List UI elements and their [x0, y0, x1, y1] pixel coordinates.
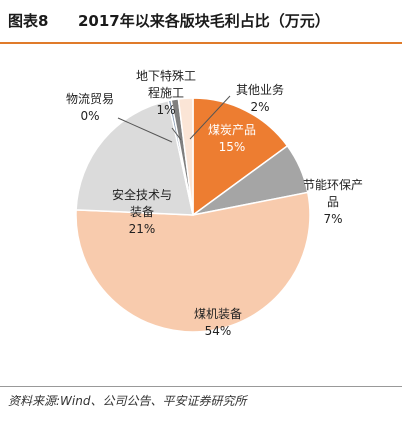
data-label-line: 煤炭产品	[208, 123, 256, 137]
data-label-line: 7%	[323, 212, 342, 226]
figure-label: 图表8	[8, 12, 49, 30]
data-label-line: 54%	[205, 324, 232, 338]
data-label-underground-construction: 地下特殊工程施工 1%	[136, 68, 196, 117]
data-label-coal-products: 煤炭产品 15%	[208, 123, 256, 154]
footer-divider	[0, 386, 402, 387]
pie-slice-other-business	[177, 97, 194, 216]
figure-header: 图表8 2017年以来各版块毛利占比（万元）	[0, 0, 402, 44]
data-label-line: 物流贸易	[66, 92, 114, 106]
pie-slice-coal-products	[192, 97, 289, 217]
pie-slice-safety-tech	[75, 99, 194, 216]
data-label-line: 品	[327, 195, 339, 209]
data-label-line: 装备	[130, 205, 154, 219]
data-label-logistics: 物流贸易 0%	[66, 92, 114, 123]
data-label-line: 安全技术与	[112, 187, 172, 202]
pie-chart: 煤炭产品 15% 节能环保产品 7% 煤机装备 54% 安全技术与装备 21% 物流贸易 0% 地下…	[66, 68, 363, 338]
chart-title: 2017年以来各版块毛利占比（万元）	[78, 12, 330, 30]
leader-line-underground-construction	[171, 127, 182, 141]
data-label-safety-tech: 安全技术与装备 21%	[112, 187, 172, 236]
data-label-line: 其他业务	[236, 82, 284, 97]
data-label-line: 21%	[129, 222, 156, 236]
data-label-line: 15%	[219, 140, 246, 154]
data-label-line: 节能环保产	[303, 178, 363, 192]
data-label-line: 2%	[250, 100, 269, 114]
leader-line-other-business	[189, 95, 231, 140]
data-label-line: 0%	[80, 109, 99, 123]
source-note: 资料来源:Wind、公司公告、平安证券研究所	[8, 394, 247, 408]
data-label-other-business: 其他业务 2%	[236, 82, 284, 114]
data-label-line: 1%	[156, 103, 175, 117]
data-label-coal-machinery: 煤机装备 54%	[194, 307, 242, 338]
data-label-line: 地下特殊工	[136, 68, 196, 83]
data-label-line: 煤机装备	[194, 307, 242, 321]
pie-slice-coal-machinery	[75, 191, 311, 333]
data-label-energy-saving: 节能环保产品 7%	[303, 178, 363, 226]
data-label-line: 程施工	[148, 85, 184, 100]
leader-line-logistics	[117, 117, 173, 143]
